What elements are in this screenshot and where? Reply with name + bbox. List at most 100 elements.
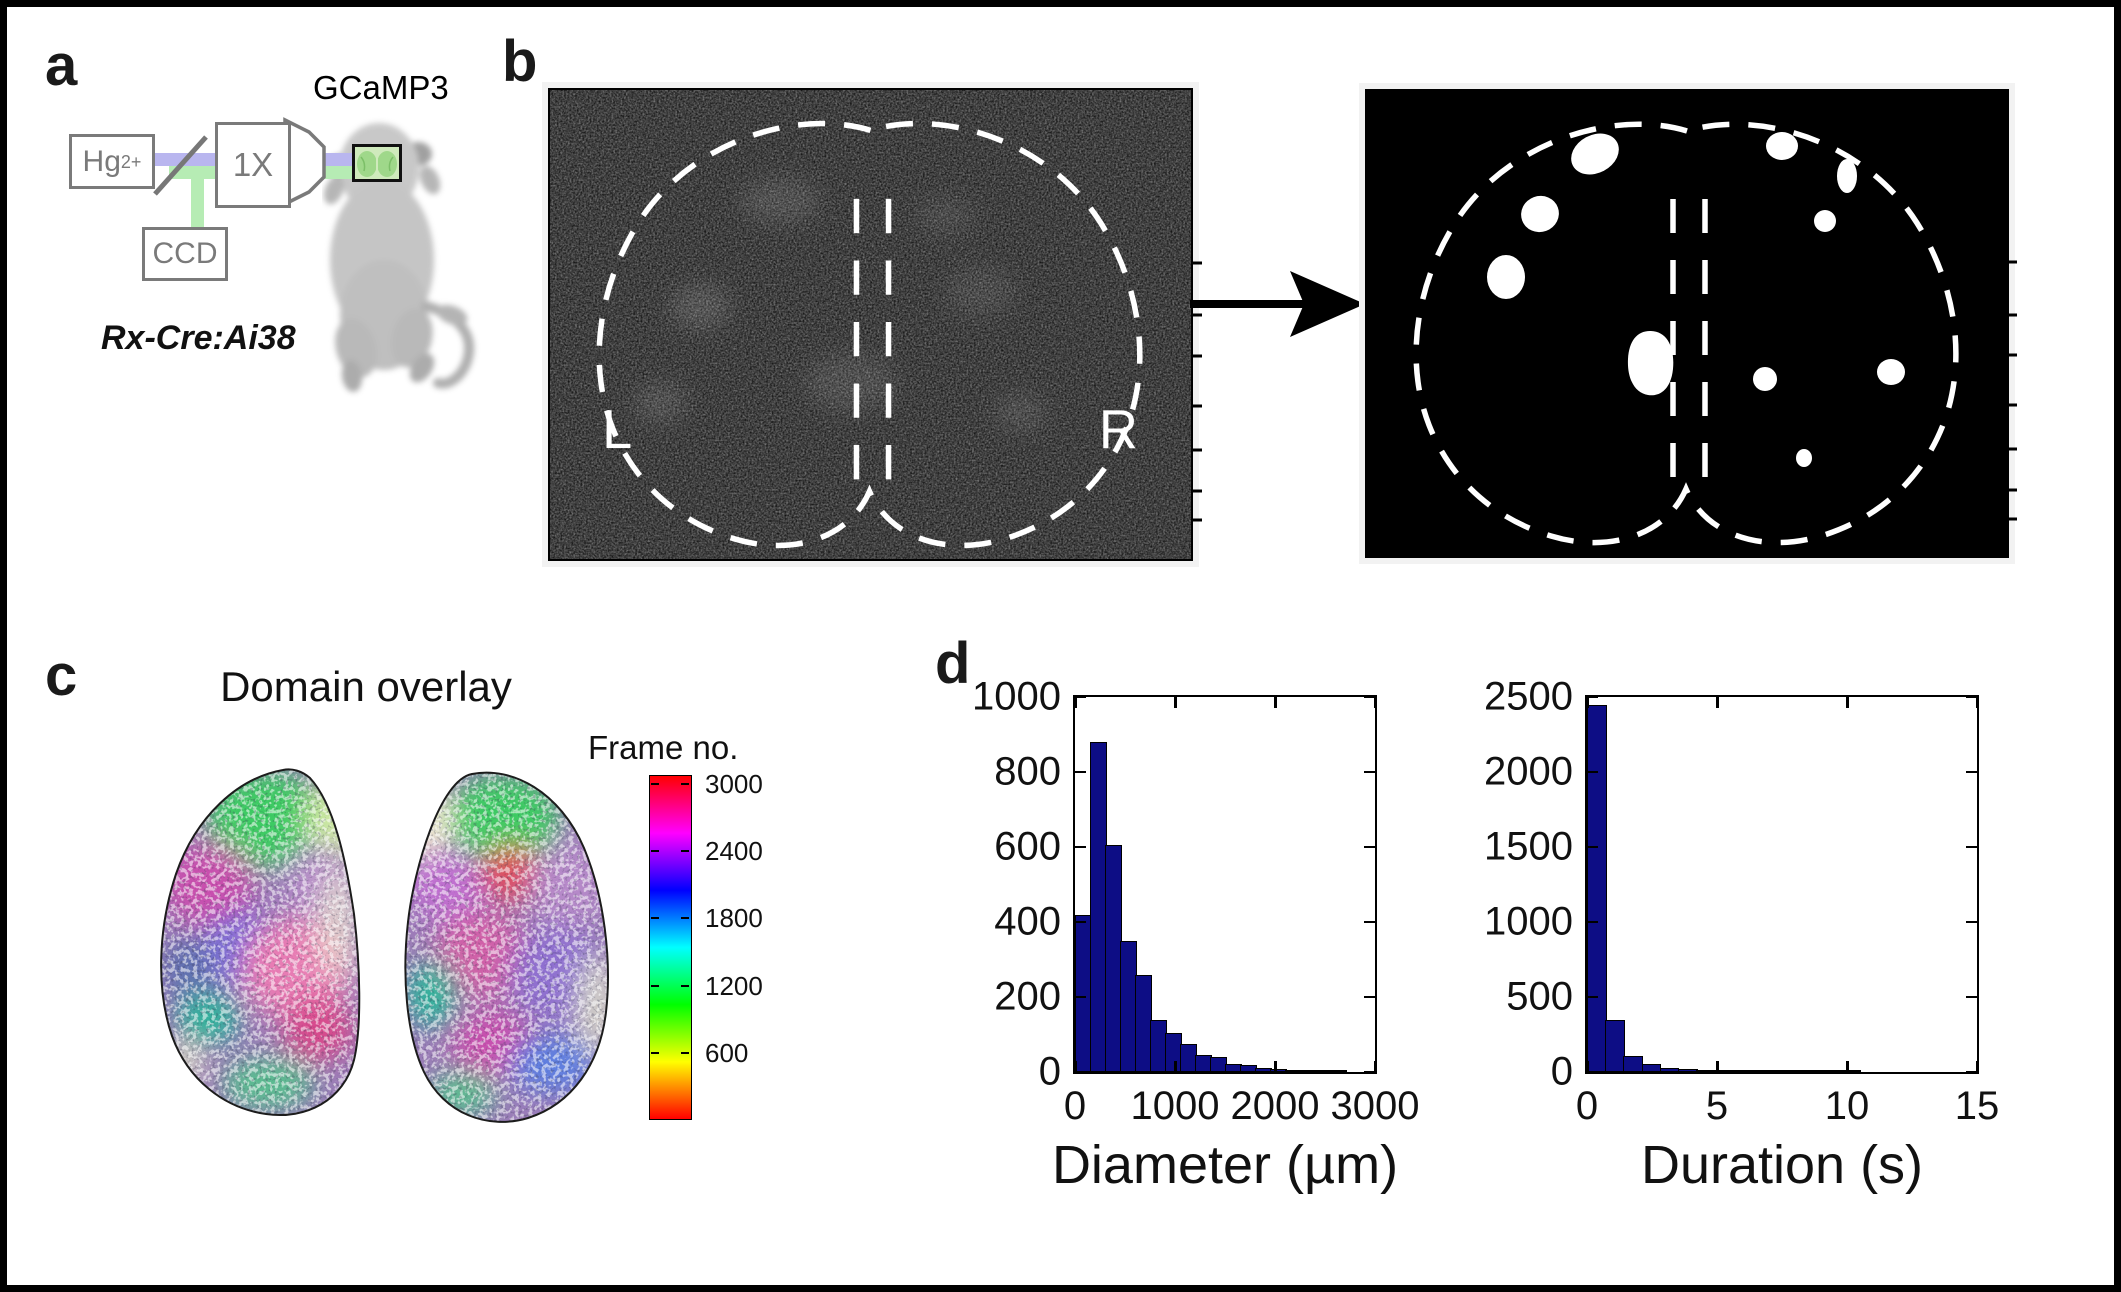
x-axis-tick-label: 5 — [1705, 1084, 1729, 1128]
histogram-bar — [1787, 1070, 1807, 1072]
colorbar-tick-label: 1200 — [705, 970, 763, 1001]
panel-d-label: d — [935, 631, 971, 696]
panel-c-title: Domain overlay — [220, 663, 512, 710]
axis-tick-remnants — [2008, 260, 2017, 521]
axis-tick-mark — [1966, 695, 1977, 699]
colorbar-tick-label: 600 — [705, 1037, 749, 1068]
axis-tick-mark — [1587, 770, 1598, 774]
ccd-camera-box: CCD — [142, 227, 228, 281]
axis-tick-mark — [1364, 995, 1375, 999]
histogram-bar — [1769, 1070, 1789, 1072]
histogram-bar — [1587, 704, 1607, 1072]
duration-histogram-plot: 0 5 10 15 0 500 1000 1500 2000 2500 Duration (s) — [1484, 675, 1999, 1196]
y-axis-tick-label: 1500 — [1484, 824, 1573, 869]
colorbar-tick-mark — [681, 1051, 689, 1054]
axis-tick-mark — [1716, 1061, 1719, 1072]
axis-tick-mark — [1364, 770, 1375, 774]
axis-tick-mark — [1364, 920, 1375, 924]
histogram-bar — [1750, 1070, 1771, 1072]
axis-tick-mark — [1075, 770, 1086, 774]
x-axis-tick-label: 10 — [1824, 1084, 1870, 1128]
segmented-domain-blobs — [1487, 132, 1905, 467]
histogram-bar — [1805, 1070, 1826, 1072]
dichroic-mirror — [153, 135, 208, 196]
domain-overlay-left-hemisphere — [160, 768, 361, 1116]
mercury-lamp-box: Hg 2+ — [69, 134, 155, 189]
axis-tick-mark — [1075, 845, 1086, 849]
axis-tick-mark — [1966, 770, 1977, 774]
axis-tick-mark — [1587, 695, 1598, 699]
y-axis-tick-label: 500 — [1506, 974, 1573, 1019]
axis-tick-mark — [1587, 1070, 1598, 1074]
colorbar-tick-label: 3000 — [705, 768, 763, 799]
colorbar-tick-mark — [650, 1051, 659, 1054]
y-axis-tick-label: 1000 — [1484, 899, 1573, 944]
raw-fluorescence-image: L R — [548, 88, 1193, 561]
y-axis-tick-label: 800 — [994, 749, 1061, 794]
y-axis-tick-label: 600 — [994, 824, 1061, 869]
gcamp3-label: GCaMP3 — [313, 69, 449, 106]
axis-tick-mark — [1586, 697, 1589, 708]
axis-tick-mark — [1846, 697, 1849, 708]
histogram-bar — [1823, 1070, 1844, 1072]
objective-box: 1X — [215, 122, 291, 208]
axis-tick-mark — [1074, 1061, 1077, 1072]
colorbar-tick-mark — [650, 782, 659, 785]
cranial-window — [352, 144, 402, 182]
colorbar-tick-mark — [650, 850, 659, 853]
axis-tick-mark — [1846, 1061, 1849, 1072]
brain-outline-dashed — [596, 120, 1143, 549]
axis-tick-mark — [1587, 995, 1598, 999]
y-axis-tick-label: 2000 — [1484, 749, 1573, 794]
axis-tick-mark — [1966, 1070, 1977, 1074]
mouse-genotype-label: Rx-Cre:Ai38 — [101, 319, 296, 357]
colorbar-tick-mark — [650, 984, 659, 987]
axis-tick-mark — [1364, 845, 1375, 849]
axis-tick-mark — [1374, 1061, 1377, 1072]
axis-tick-mark — [1966, 920, 1977, 924]
colorbar-title: Frame no. — [588, 729, 739, 766]
left-hemisphere-letter: L — [602, 399, 632, 460]
colorbar — [649, 775, 692, 1120]
axis-tick-mark — [1075, 920, 1086, 924]
axis-tick-mark — [1364, 1070, 1375, 1074]
right-hemisphere-letter: R — [1099, 399, 1138, 460]
diameter-histogram-plot: 0 1000 2000 3000 0 200 400 600 800 1000 Diameter (… — [972, 675, 1419, 1196]
y-axis-tick-label: 0 — [1550, 1049, 1573, 1094]
panel-c-label: c — [45, 643, 78, 708]
axis-tick-mark — [1976, 1061, 1979, 1072]
axis-tick-mark — [1966, 995, 1977, 999]
axis-tick-mark — [1174, 697, 1177, 708]
axis-tick-mark — [1976, 697, 1979, 708]
histogram-bar — [1678, 1069, 1698, 1072]
axis-tick-mark — [1364, 695, 1375, 699]
axis-tick-remnants — [1192, 261, 1202, 522]
axis-tick-mark — [1075, 695, 1086, 699]
y-axis-tick-label: 1000 — [972, 674, 1061, 719]
x-axis-tick-label: 2000 — [1230, 1084, 1320, 1128]
emission-beam-vertical — [191, 171, 204, 229]
domain-overlay-right-hemisphere — [404, 771, 609, 1123]
lamp-label: Hg — [82, 144, 121, 178]
panel-a-label: a — [45, 33, 78, 98]
y-axis-tick-label: 0 — [1038, 1049, 1061, 1094]
histogram-bar — [1696, 1069, 1716, 1072]
panel-b-label: b — [502, 29, 538, 94]
x-axis-tick-label: 15 — [1954, 1084, 2000, 1128]
axis-tick-mark — [1075, 1070, 1086, 1074]
colorbar-tick-label: 2400 — [705, 836, 763, 867]
x-axis-tick-label: 1000 — [1130, 1084, 1220, 1128]
axis-tick-mark — [1274, 1061, 1277, 1072]
axis-tick-mark — [1587, 845, 1598, 849]
x-axis-tick-label: 3000 — [1330, 1084, 1420, 1128]
axis-tick-mark — [1374, 697, 1377, 708]
segmented-domains-image — [1365, 89, 2009, 558]
axis-tick-mark — [1174, 1061, 1177, 1072]
colorbar-tick-mark — [681, 850, 689, 853]
brain-outline-dashed — [1413, 121, 1959, 546]
axis-tick-mark — [1274, 697, 1277, 708]
histogram-bar — [1623, 1055, 1644, 1072]
colorbar-tick-mark — [681, 782, 689, 785]
faint-activity-blobs — [634, 178, 1047, 431]
objective-label: 1X — [232, 146, 274, 183]
